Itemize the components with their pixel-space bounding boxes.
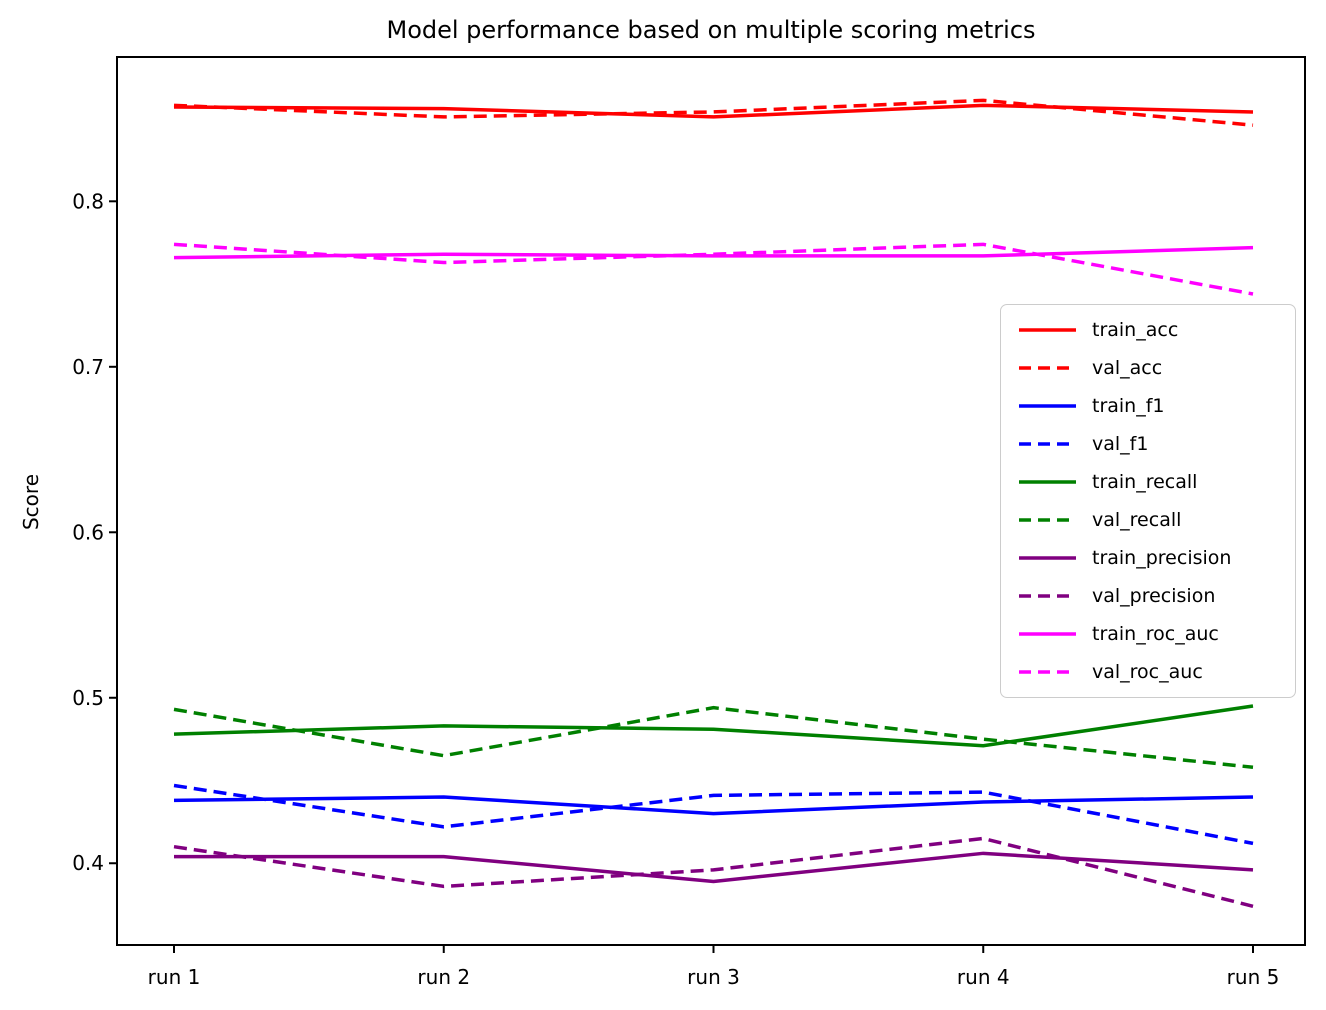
legend-dashed-line-sample bbox=[1019, 518, 1076, 522]
y-tick-label: 0.7 bbox=[72, 355, 104, 379]
legend-dashed-line-sample bbox=[1019, 670, 1076, 674]
legend-label: train_precision bbox=[1092, 547, 1232, 569]
legend-dashed-line-sample bbox=[1019, 594, 1076, 598]
line-train_precision bbox=[174, 851, 1254, 884]
legend-solid-line-sample bbox=[1019, 632, 1076, 636]
y-tick-label: 0.4 bbox=[72, 851, 104, 875]
x-tick-label: run 1 bbox=[148, 965, 201, 989]
y-tick-label: 0.5 bbox=[72, 686, 104, 710]
legend-label: val_acc bbox=[1092, 357, 1163, 379]
line-val_roc_auc bbox=[173, 242, 1254, 296]
legend-label: train_acc bbox=[1092, 319, 1179, 341]
line-val_acc bbox=[173, 98, 1254, 127]
line-val_recall bbox=[173, 705, 1254, 770]
y-tick-label: 0.8 bbox=[72, 189, 104, 213]
line-train_f1 bbox=[173, 795, 1254, 816]
legend-entry-train_acc: train_acc bbox=[1001, 314, 1295, 346]
legend-entry-val_precision: val_precision bbox=[1001, 580, 1295, 612]
legend-solid-line-sample bbox=[1019, 404, 1076, 408]
legend-solid-line-sample bbox=[1019, 556, 1076, 560]
legend-label: val_roc_auc bbox=[1092, 661, 1203, 683]
legend-entry-val_recall: val_recall bbox=[1001, 504, 1295, 536]
line-train_acc bbox=[173, 103, 1254, 119]
legend-entry-val_acc: val_acc bbox=[1001, 352, 1295, 384]
legend-label: train_roc_auc bbox=[1092, 623, 1219, 645]
legend-label: val_recall bbox=[1092, 509, 1182, 531]
legend-label: train_f1 bbox=[1092, 395, 1165, 417]
line-val_precision bbox=[173, 836, 1254, 908]
legend-solid-line-sample bbox=[1019, 328, 1076, 332]
line-train_recall bbox=[173, 704, 1254, 748]
legend-label: val_f1 bbox=[1092, 433, 1149, 455]
x-tick-label: run 5 bbox=[1227, 965, 1280, 989]
legend-label: train_recall bbox=[1092, 471, 1198, 493]
legend-entry-train_recall: train_recall bbox=[1001, 466, 1295, 498]
legend-entry-val_roc_auc: val_roc_auc bbox=[1001, 656, 1295, 688]
legend-solid-line-sample bbox=[1019, 480, 1076, 484]
x-tick-label: run 3 bbox=[687, 965, 740, 989]
legend-entry-train_precision: train_precision bbox=[1001, 542, 1295, 574]
legend-dashed-line-sample bbox=[1019, 366, 1076, 370]
x-tick-label: run 2 bbox=[417, 965, 470, 989]
legend-entry-train_roc_auc: train_roc_auc bbox=[1001, 618, 1295, 650]
legend-dashed-line-sample bbox=[1019, 442, 1076, 446]
y-tick-label: 0.6 bbox=[72, 520, 104, 544]
axes-spines bbox=[116, 56, 1306, 946]
legend: train_acc val_acc train_f1 val_f1 train_reca… bbox=[1000, 304, 1296, 698]
legend-entry-val_f1: val_f1 bbox=[1001, 428, 1295, 460]
legend-entry-train_f1: train_f1 bbox=[1001, 390, 1295, 422]
chart-title: Model performance based on multiple scor… bbox=[386, 16, 1036, 44]
x-tick-label: run 4 bbox=[957, 965, 1010, 989]
legend-label: val_precision bbox=[1092, 585, 1216, 607]
line-val_f1 bbox=[173, 783, 1254, 846]
